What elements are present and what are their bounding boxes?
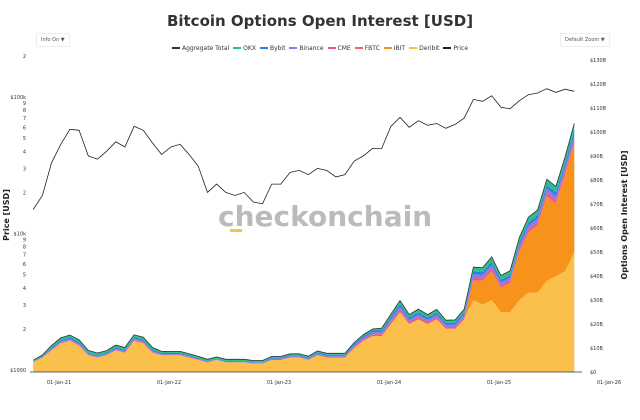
left-tick-label: 9 <box>23 101 26 107</box>
left-tick-label: 8 <box>23 108 26 114</box>
right-tick-label: $70B <box>590 202 604 208</box>
left-tick-label: 8 <box>23 245 26 251</box>
x-tick-label: 01-Jan-23 <box>267 380 291 386</box>
left-tick-label: 2 <box>23 54 26 60</box>
legend-item-deribit[interactable]: Deribit <box>409 45 439 52</box>
left-tick-label: 3 <box>23 166 26 172</box>
right-tick-label: $20B <box>590 322 604 328</box>
legend-swatch <box>233 47 242 49</box>
right-tick-label: $30B <box>590 298 604 304</box>
left-tick-label: 2 <box>23 190 26 196</box>
right-tick-label: $130B <box>590 58 607 64</box>
aggregate-total-line <box>33 123 575 361</box>
right-tick-label: $10B <box>590 346 604 352</box>
right-tick-label: $60B <box>590 226 604 232</box>
legend-item-binance[interactable]: Binance <box>289 44 324 52</box>
left-tick-label: 2 <box>23 327 26 333</box>
area-deribit <box>33 252 575 372</box>
chart-title: Bitcoin Options Open Interest [USD] <box>166 12 474 30</box>
legend-label: Deribit <box>419 44 440 52</box>
legend-item-okx[interactable]: OKX <box>233 45 256 52</box>
legend-swatch <box>289 47 298 49</box>
zoom-label: Default Zoom <box>565 37 600 43</box>
x-tick-label: 01-Jan-25 <box>487 380 511 386</box>
legend-item-aggregate-total[interactable]: Aggregate Total <box>171 44 230 52</box>
left-tick-label: 6 <box>23 125 26 131</box>
right-axis-label: Options Open Interest [USD] <box>620 150 629 279</box>
left-tick-label: 6 <box>23 262 26 268</box>
legend-item-price[interactable]: Price <box>443 45 468 52</box>
chart-legend: Aggregate Total OKX Bybit Binance CME FBTC IBI… <box>0 44 640 52</box>
legend-swatch <box>327 47 336 49</box>
watermark-logo-bar <box>230 229 242 232</box>
legend-label: OKX <box>243 44 256 52</box>
legend-item-cme[interactable]: CME <box>327 44 351 52</box>
legend-label: FBTC <box>364 44 380 52</box>
x-tick-label: 01-Jan-22 <box>157 380 181 386</box>
legend-swatch <box>171 47 180 49</box>
right-tick-label: $90B <box>590 154 604 160</box>
left-tick-label: 7 <box>23 116 26 122</box>
right-tick-label: $120B <box>590 82 607 88</box>
left-tick-label: 4 <box>23 149 26 155</box>
watermark-text: checkonchain <box>218 200 432 233</box>
legend-item-ibit[interactable]: IBIT <box>383 44 406 52</box>
legend-label: Aggregate Total <box>181 44 230 52</box>
legend-label: Price <box>453 44 469 52</box>
left-tick-label: 4 <box>23 286 26 292</box>
right-tick-label: $80B <box>590 178 604 184</box>
price-line <box>32 88 575 210</box>
chevron-down-icon: ▼ <box>60 37 65 43</box>
legend-swatch <box>383 47 392 49</box>
legend-label: IBIT <box>393 44 406 52</box>
legend-swatch <box>409 47 418 49</box>
legend-swatch <box>354 47 363 49</box>
chevron-down-icon: ▼ <box>600 37 605 43</box>
zoom-dropdown[interactable]: Default Zoom ▼ <box>560 33 610 47</box>
right-tick-label: $40B <box>590 274 604 280</box>
info-toggle-dropdown[interactable]: Info On ▼ <box>36 33 70 47</box>
right-tick-label: $50B <box>590 250 604 256</box>
right-tick-label: $100B <box>590 130 607 136</box>
legend-item-bybit[interactable]: Bybit <box>259 44 286 52</box>
info-toggle-label: Info On <box>41 37 60 43</box>
left-tick-label: 3 <box>23 303 26 309</box>
legend-label: Binance <box>299 44 324 52</box>
right-tick-label: $0 <box>590 370 596 376</box>
left-axis-label: Price [USD] <box>2 189 11 241</box>
left-tick-label: $10k <box>14 232 27 238</box>
x-tick-label: 01-Jan-21 <box>47 380 71 386</box>
legend-swatch <box>259 47 268 49</box>
x-tick-label: 01-Jan-24 <box>377 380 401 386</box>
legend-label: Bybit <box>269 44 286 52</box>
left-tick-label: 7 <box>23 253 26 259</box>
left-tick-label: 5 <box>23 273 26 279</box>
left-tick-label: $1000 <box>10 368 26 374</box>
right-tick-label: $110B <box>590 106 607 112</box>
legend-swatch <box>443 47 452 49</box>
legend-item-fbtc[interactable]: FBTC <box>354 44 380 52</box>
left-tick-label: 9 <box>23 238 26 244</box>
left-tick-label: $100k <box>10 95 26 101</box>
x-tick-label: 01-Jan-26 <box>597 380 621 386</box>
watermark: checkonchain <box>218 200 432 233</box>
left-tick-label: 5 <box>23 136 26 142</box>
legend-label: CME <box>337 44 351 52</box>
